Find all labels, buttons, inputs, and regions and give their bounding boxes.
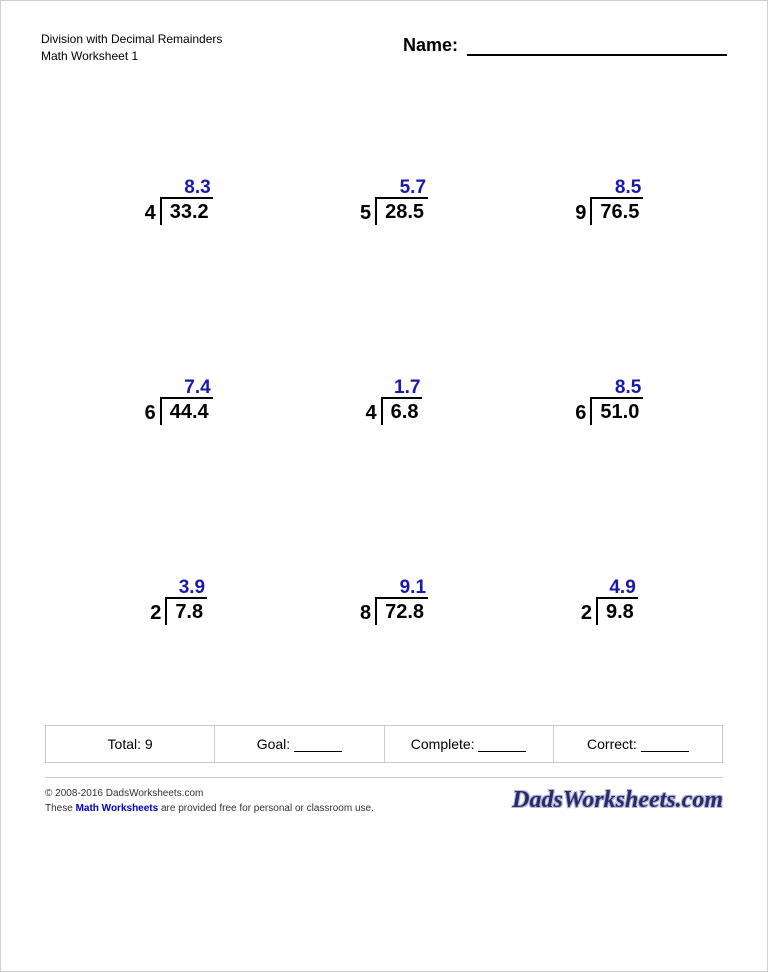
goal-label: Goal:	[257, 736, 290, 752]
quotient: 5.7	[400, 177, 426, 199]
worksheet-title-block: Division with Decimal Remainders Math Wo…	[41, 31, 222, 65]
division-problem: 24.99.8	[532, 565, 687, 625]
stats-total: Total: 9	[46, 726, 215, 762]
dividend-box: 7.444.4	[160, 397, 213, 425]
division-problem: 55.728.5	[316, 165, 471, 225]
divisor: 6	[145, 402, 160, 425]
division-problem: 41.76.8	[316, 365, 471, 425]
dividend-box: 9.172.8	[375, 597, 428, 625]
copyright-line: © 2008-2016 DadsWorksheets.com	[45, 786, 374, 801]
dividend: 28.5	[383, 201, 428, 223]
division-problem: 48.333.2	[101, 165, 256, 225]
dividend-box: 8.551.0	[590, 397, 643, 425]
long-division: 24.99.8	[581, 565, 638, 625]
quotient: 9.1	[400, 577, 426, 599]
license-prefix: These	[45, 803, 76, 814]
division-problem: 68.551.0	[532, 365, 687, 425]
dividend-box: 1.76.8	[381, 397, 423, 425]
brand-logo: DadsWorksheets.com	[512, 787, 723, 814]
name-label: Name:	[403, 35, 458, 55]
name-field: Name:	[403, 35, 727, 56]
long-division: 55.728.5	[360, 165, 428, 225]
license-line: These Math Worksheets are provided free …	[45, 801, 374, 816]
goal-blank[interactable]	[294, 751, 342, 752]
title-line-2: Math Worksheet 1	[41, 48, 222, 65]
divisor: 2	[581, 602, 596, 625]
dividend-box: 8.333.2	[160, 197, 213, 225]
math-worksheets-link[interactable]: Math Worksheets	[76, 803, 159, 814]
long-division: 89.172.8	[360, 565, 428, 625]
divisor: 4	[366, 402, 381, 425]
dividend: 33.2	[168, 201, 213, 223]
dividend: 76.5	[598, 201, 643, 223]
problems-grid: 48.333.255.728.598.576.567.444.441.76.86…	[41, 165, 727, 625]
stats-goal: Goal:	[215, 726, 384, 762]
divisor: 6	[575, 402, 590, 425]
license-suffix: are provided free for personal or classr…	[158, 803, 374, 814]
dividend: 44.4	[168, 401, 213, 423]
dividend: 9.8	[604, 601, 638, 623]
footer-text: © 2008-2016 DadsWorksheets.com These Mat…	[45, 786, 374, 816]
divisor: 5	[360, 202, 375, 225]
stats-complete: Complete:	[385, 726, 554, 762]
divisor: 4	[145, 202, 160, 225]
dividend-box: 3.97.8	[165, 597, 207, 625]
division-problem: 89.172.8	[316, 565, 471, 625]
dividend-box: 5.728.5	[375, 197, 428, 225]
correct-label: Correct:	[587, 736, 637, 752]
division-problem: 23.97.8	[101, 565, 256, 625]
division-problem: 67.444.4	[101, 365, 256, 425]
divisor: 9	[575, 202, 590, 225]
stats-correct: Correct:	[554, 726, 722, 762]
total-value: 9	[145, 736, 153, 752]
long-division: 67.444.4	[145, 365, 213, 425]
total-label: Total:	[108, 736, 141, 752]
quotient: 4.9	[609, 577, 635, 599]
name-blank-line[interactable]	[467, 54, 727, 56]
dividend: 7.8	[173, 601, 207, 623]
division-problem: 98.576.5	[532, 165, 687, 225]
long-division: 23.97.8	[150, 565, 207, 625]
complete-blank[interactable]	[478, 751, 526, 752]
dividend: 51.0	[598, 401, 643, 423]
correct-blank[interactable]	[641, 751, 689, 752]
long-division: 48.333.2	[145, 165, 213, 225]
worksheet-page: Division with Decimal Remainders Math Wo…	[0, 0, 768, 972]
quotient: 8.3	[184, 177, 210, 199]
complete-label: Complete:	[411, 736, 475, 752]
divisor: 2	[150, 602, 165, 625]
divisor: 8	[360, 602, 375, 625]
header: Division with Decimal Remainders Math Wo…	[41, 31, 727, 65]
quotient: 7.4	[184, 377, 210, 399]
dividend-box: 8.576.5	[590, 197, 643, 225]
quotient: 8.5	[615, 177, 641, 199]
quotient: 8.5	[615, 377, 641, 399]
long-division: 98.576.5	[575, 165, 643, 225]
stats-row: Total: 9 Goal: Complete: Correct:	[45, 725, 723, 763]
dividend: 6.8	[389, 401, 423, 423]
dividend: 72.8	[383, 601, 428, 623]
title-line-1: Division with Decimal Remainders	[41, 31, 222, 48]
quotient: 1.7	[394, 377, 420, 399]
dividend-box: 4.99.8	[596, 597, 638, 625]
footer: © 2008-2016 DadsWorksheets.com These Mat…	[45, 777, 723, 816]
long-division: 68.551.0	[575, 365, 643, 425]
quotient: 3.9	[179, 577, 205, 599]
long-division: 41.76.8	[366, 365, 423, 425]
